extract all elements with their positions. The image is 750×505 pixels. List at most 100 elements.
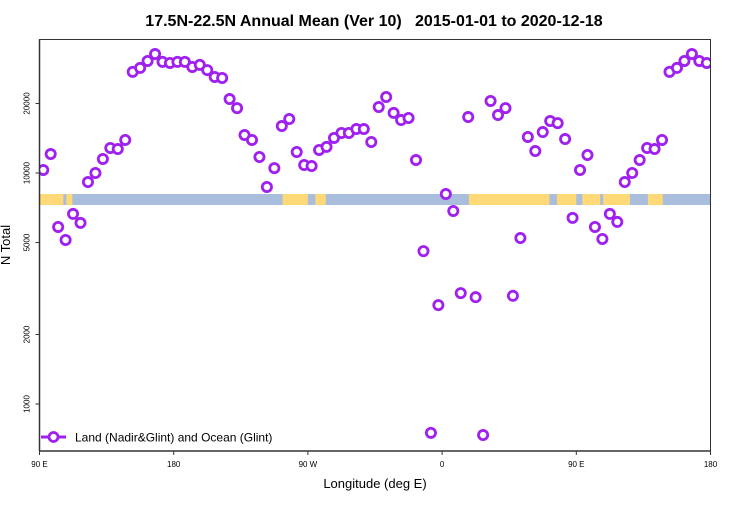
- data-point: [134, 61, 147, 74]
- data-point: [566, 211, 579, 224]
- data-point: [290, 145, 303, 158]
- land-ocean-band: [39, 194, 711, 205]
- ocean-strip: [39, 194, 711, 205]
- data-point: [477, 429, 490, 442]
- land-segment: [647, 194, 663, 205]
- data-point: [410, 154, 423, 167]
- data-point: [67, 207, 80, 220]
- data-point: [462, 111, 475, 124]
- data-point: [357, 123, 370, 136]
- x-tick-label: 90 E: [31, 460, 47, 469]
- land-segment: [39, 194, 64, 205]
- y-tick-label: 1000: [23, 395, 32, 413]
- data-point: [469, 291, 482, 304]
- data-point: [89, 166, 102, 179]
- y-tick-label: 20000: [23, 92, 32, 115]
- data-point: [201, 64, 214, 77]
- y-axis-ticks: 1000 2000 5000 10000 20000: [23, 92, 40, 413]
- data-point: [119, 133, 132, 146]
- land-segment: [66, 194, 73, 205]
- data-point: [656, 133, 669, 146]
- data-point: [216, 71, 229, 84]
- data-point: [514, 232, 527, 245]
- land-segment: [556, 194, 577, 205]
- data-point: [275, 120, 288, 133]
- x-tick-label: 180: [704, 460, 718, 469]
- data-point: [484, 94, 497, 107]
- data-point: [499, 102, 512, 115]
- x-tick-label: 0: [440, 460, 445, 469]
- data-point: [618, 176, 631, 189]
- x-tick-label: 90 E: [568, 460, 584, 469]
- plot-frame: [39, 39, 711, 452]
- data-point: [633, 154, 646, 167]
- data-point: [581, 148, 594, 161]
- data-point: [111, 143, 124, 156]
- y-tick-label: 2000: [23, 325, 32, 343]
- y-tick-label: 10000: [23, 161, 32, 184]
- data-point: [96, 152, 109, 165]
- data-point: [365, 136, 378, 149]
- legend-marker: [47, 431, 60, 443]
- data-point: [588, 220, 601, 233]
- data-point: [611, 215, 624, 228]
- data-point: [320, 140, 333, 153]
- x-tick-label: 180: [167, 460, 181, 469]
- data-point: [574, 164, 587, 177]
- y-tick-label: 5000: [23, 233, 32, 251]
- data-point: [417, 245, 430, 258]
- data-point: [506, 289, 519, 302]
- data-point: [648, 143, 661, 156]
- data-point: [223, 93, 236, 106]
- chart-title: 17.5N-22.5N Annual Mean (Ver 10) 2015-01…: [145, 13, 603, 30]
- data-point: [231, 102, 244, 115]
- legend-label: Land (Nadir&Glint) and Ocean (Glint): [75, 431, 272, 445]
- land-segment: [468, 194, 550, 205]
- data-point: [44, 148, 57, 161]
- data-point: [268, 162, 281, 175]
- data-point: [402, 112, 415, 125]
- data-point: [260, 180, 273, 193]
- data-point: [432, 299, 445, 312]
- data-point: [283, 113, 296, 126]
- data-point: [603, 207, 616, 220]
- data-point: [52, 220, 65, 233]
- data-point: [626, 166, 639, 179]
- data-point: [149, 48, 162, 61]
- data-point: [700, 56, 711, 69]
- data-point: [521, 130, 534, 143]
- data-point: [559, 133, 572, 146]
- data-point: [424, 426, 437, 439]
- data-point: [74, 216, 87, 229]
- land-segment: [603, 194, 630, 205]
- data-point: [492, 109, 505, 122]
- data-point: [551, 117, 564, 130]
- data-point: [447, 204, 460, 217]
- data-point: [670, 61, 683, 74]
- data-point: [372, 101, 385, 114]
- data-point: [685, 48, 698, 61]
- data-point: [59, 233, 72, 246]
- data-point: [245, 133, 258, 146]
- data-point: [439, 188, 452, 201]
- data-point: [529, 145, 542, 158]
- data-point: [81, 176, 94, 189]
- y-axis-label: N Total: [0, 225, 13, 265]
- data-point: [380, 91, 393, 104]
- land-segment: [282, 194, 308, 205]
- data-point: [678, 54, 691, 67]
- x-axis-ticks: 90 E 180 90 W 0 90 E 180: [31, 451, 718, 469]
- land-segment: [582, 194, 601, 205]
- data-point: [305, 160, 318, 173]
- data-point: [141, 54, 154, 67]
- data-point: [454, 287, 467, 300]
- legend: Land (Nadir&Glint) and Ocean (Glint): [41, 431, 272, 445]
- land-segment: [315, 194, 326, 205]
- data-points: [39, 48, 711, 442]
- x-axis-label: Longitude (deg E): [323, 476, 426, 491]
- data-point: [39, 164, 50, 177]
- x-tick-label: 90 W: [299, 460, 318, 469]
- data-point: [387, 106, 400, 119]
- data-point: [596, 232, 609, 245]
